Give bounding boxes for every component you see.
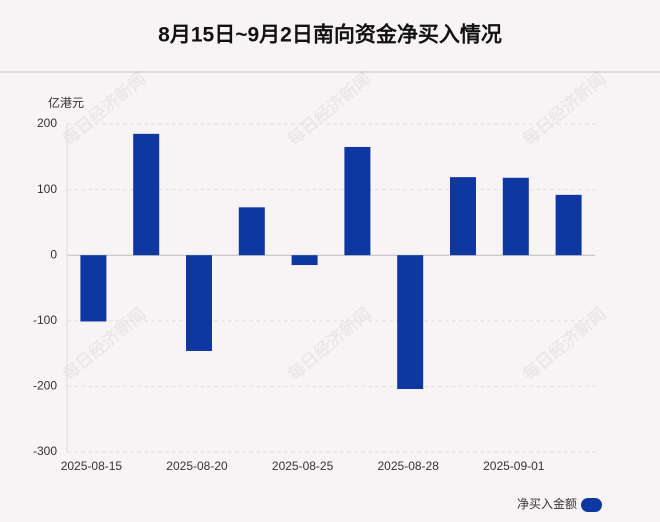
y-tick-label: 0	[50, 247, 57, 261]
y-tick-label: 100	[37, 182, 57, 196]
watermark: 每日经济新闻	[519, 303, 611, 385]
watermark: 每日经济新闻	[519, 68, 611, 150]
y-axis-label: 亿港元	[48, 95, 84, 110]
x-tick-label: 2025-09-01	[483, 459, 545, 473]
bar	[80, 255, 107, 322]
x-tick-label: 2025-08-15	[61, 459, 123, 473]
bar	[344, 146, 371, 256]
x-tick-label: 2025-08-20	[166, 459, 228, 473]
bar	[450, 177, 476, 256]
legend-swatch	[581, 498, 602, 512]
y-tick-label: 200	[37, 116, 57, 130]
x-tick-label: 2025-08-25	[272, 459, 334, 473]
bar	[238, 207, 265, 256]
watermark: 每日经济新闻	[284, 303, 376, 385]
legend-label: 净买入金额	[517, 496, 577, 511]
bar	[397, 255, 424, 390]
y-tick-label: -200	[33, 379, 57, 393]
y-tick-label: -300	[33, 444, 57, 458]
watermark: 每日经济新闻	[284, 68, 376, 150]
chart-title: 8月15日~9月2日南向资金净买入情况	[158, 23, 502, 47]
bar	[291, 255, 318, 266]
bar	[133, 133, 160, 256]
y-tick-label: -100	[33, 313, 57, 327]
bar	[502, 177, 529, 256]
x-tick-label: 2025-08-28	[378, 459, 440, 473]
bar	[555, 194, 582, 256]
bar	[186, 255, 212, 351]
